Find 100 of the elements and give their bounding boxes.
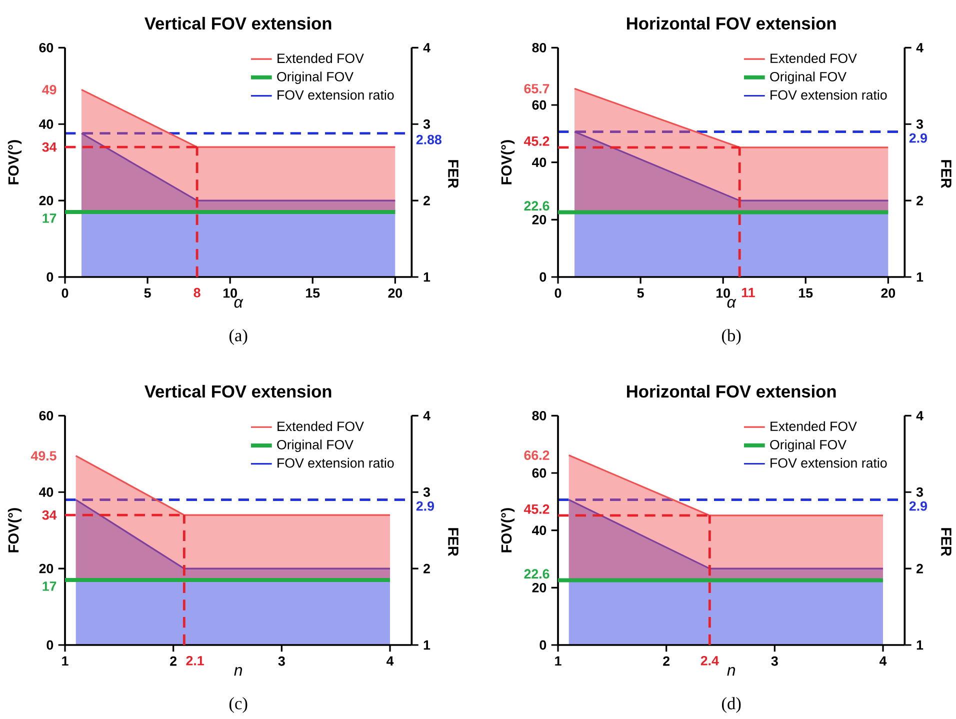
ref-line-label: 8 — [194, 288, 200, 298]
y-tick-label: 60 — [532, 100, 546, 110]
y2-tick-label: 3 — [423, 119, 430, 129]
text: (b) — [722, 329, 741, 345]
chart-title: Vertical FOV extension — [144, 16, 332, 30]
legend-label: Extended FOV — [770, 53, 857, 64]
y-tick-label: 80 — [532, 410, 546, 420]
y2-axis-title: FER — [448, 160, 458, 188]
y-tick-label: 20 — [532, 214, 546, 224]
legend-label: FOV extension ratio — [278, 458, 394, 468]
ref-line-label: 2.88 — [416, 134, 442, 144]
ref-line-label: 2.1 — [186, 656, 204, 666]
y-axis-title: FOV(°) — [8, 508, 22, 552]
legend-label: Extended FOV — [770, 421, 857, 432]
annotation: 49.5 — [30, 451, 56, 461]
legend-label: Extended FOV — [278, 421, 364, 432]
ref-line-label: 2.9 — [909, 133, 927, 143]
y2-tick-label: 4 — [916, 411, 924, 420]
chart-title: Vertical FOV extension — [144, 384, 332, 398]
y2-tick-label: 3 — [916, 487, 923, 497]
x-tick-label: 4 — [880, 656, 887, 666]
y-tick-label: 20 — [39, 564, 54, 574]
legend-label: FOV extension ratio — [278, 90, 394, 100]
y-tick-label: 40 — [532, 526, 546, 536]
ref-line-label: 2.9 — [909, 501, 927, 511]
x-tick-label: 15 — [799, 288, 813, 298]
x-tick-label: 5 — [637, 288, 644, 298]
y2-tick-label: 1 — [916, 272, 924, 282]
y-tick-label: 20 — [39, 196, 54, 206]
y-axis-title: FOV(°) — [500, 140, 515, 184]
y2-tick-label: 2 — [916, 196, 923, 206]
y2-axis-title: FER — [941, 528, 952, 556]
x-tick-label: 1 — [62, 656, 68, 666]
y2-tick-label: 4 — [423, 411, 430, 420]
y-axis-title: FOV(°) — [500, 508, 515, 552]
x-tick-label: 1 — [555, 656, 562, 666]
annotation: 17 — [42, 582, 56, 591]
y-tick-label: 80 — [532, 42, 546, 52]
y-tick-label: 0 — [540, 272, 546, 282]
annotation: 22.6 — [524, 569, 550, 579]
y2-tick-label: 2 — [424, 564, 430, 574]
x-tick-label: 2 — [663, 656, 670, 666]
x-tick-label: 20 — [881, 288, 896, 298]
y-tick-label: 60 — [39, 42, 54, 52]
ref-line-label: 11 — [742, 288, 755, 298]
annotation: 65.7 — [524, 84, 550, 94]
legend-label: Original FOV — [770, 440, 846, 452]
ref-line-label: 45.2 — [524, 136, 550, 146]
y2-axis-title: FER — [941, 160, 952, 188]
y-tick-label: 0 — [46, 640, 54, 650]
chart-title: Horizontal FOV extension — [627, 384, 836, 398]
y-tick-label: 40 — [39, 119, 54, 129]
annotation: 22.6 — [524, 201, 550, 211]
x-axis-title: n — [727, 667, 736, 676]
legend-label: Original FOV — [277, 72, 354, 84]
y2-tick-label: 1 — [916, 640, 924, 650]
y-tick-label: 20 — [532, 582, 546, 592]
ref-line-label: 34 — [42, 142, 57, 152]
x-axis-title: n — [234, 667, 242, 676]
ref-line-label: 2.9 — [416, 501, 434, 511]
legend-label: FOV extension ratio — [770, 90, 887, 100]
x-tick-label: 0 — [554, 288, 562, 298]
y2-axis-title: FER — [448, 528, 458, 556]
x-tick-label: 10 — [224, 288, 237, 298]
y2-tick-label: 3 — [916, 119, 923, 129]
y-tick-label: 60 — [532, 468, 546, 478]
ref-line-label: 45.2 — [524, 504, 550, 514]
text: (a) — [229, 329, 248, 345]
y2-tick-label: 4 — [423, 43, 430, 52]
y-tick-label: 40 — [532, 158, 546, 168]
ref-line-label: 2.4 — [700, 656, 719, 666]
x-tick-label: 5 — [144, 288, 151, 298]
legend-label: FOV extension ratio — [770, 458, 887, 468]
x-tick-label: 15 — [306, 288, 320, 298]
chart-title: Horizontal FOV extension — [627, 16, 836, 30]
x-axis-title: α — [234, 298, 244, 308]
x-tick-label: 20 — [388, 288, 402, 298]
y2-tick-label: 1 — [424, 272, 430, 282]
ref-line-label: 34 — [42, 510, 57, 520]
annotation: 49 — [42, 85, 56, 94]
x-tick-label: 0 — [62, 288, 68, 298]
y2-tick-label: 2 — [424, 196, 430, 206]
y-tick-label: 60 — [39, 410, 54, 420]
y2-tick-label: 3 — [423, 487, 430, 497]
legend-label: Original FOV — [770, 72, 846, 84]
y2-tick-label: 1 — [424, 640, 430, 650]
legend-label: Original FOV — [277, 440, 354, 452]
y2-tick-label: 2 — [916, 564, 923, 574]
y-axis-title: FOV(°) — [8, 140, 22, 184]
x-tick-label: 4 — [386, 656, 394, 666]
y2-tick-label: 4 — [916, 43, 924, 52]
x-axis-title: α — [727, 298, 736, 308]
annotation: 17 — [42, 214, 56, 223]
y-tick-label: 0 — [540, 640, 546, 650]
x-tick-label: 10 — [716, 288, 730, 298]
text: (d) — [722, 697, 741, 713]
legend-label: Extended FOV — [278, 53, 364, 64]
x-tick-label: 3 — [278, 656, 285, 666]
x-tick-label: 3 — [771, 656, 778, 666]
text: (c) — [229, 697, 248, 713]
